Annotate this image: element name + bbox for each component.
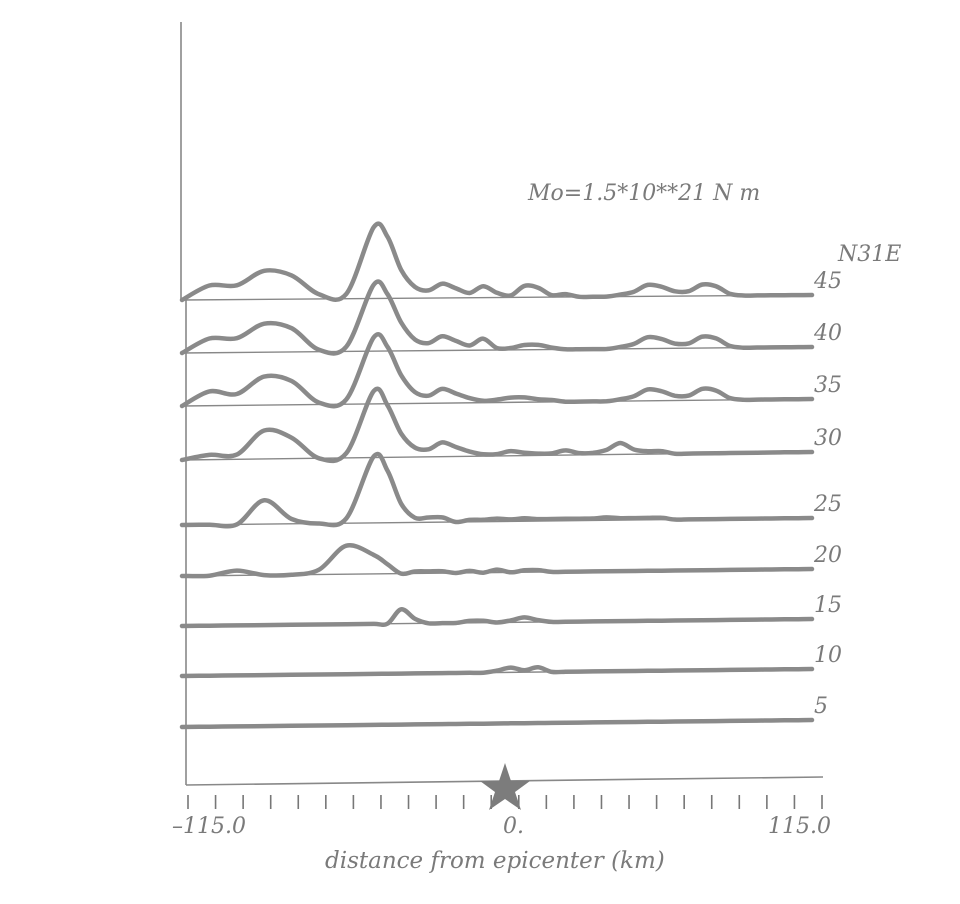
trace-25 — [179, 451, 815, 529]
trace-label-40: 40 — [814, 321, 842, 346]
trace-30 — [179, 386, 815, 464]
trace-45 — [179, 221, 815, 303]
trace-35 — [179, 332, 815, 409]
trace-label-20: 20 — [814, 543, 842, 568]
x-tick-label-zero: 0. — [503, 814, 524, 839]
trace-20 — [179, 543, 815, 579]
trace-label-30: 30 — [814, 426, 842, 451]
trace-baseline — [181, 398, 813, 407]
trace-15 — [179, 607, 815, 629]
epicenter-star-icon — [480, 763, 530, 810]
trace-label-45: 45 — [814, 269, 842, 294]
traces — [179, 221, 815, 730]
trace-10 — [179, 665, 815, 679]
x-tick-label-min: –115.0 — [172, 814, 246, 839]
seismic-moment-label: Mo=1.5*10**21 N m — [528, 181, 761, 206]
trace-baseline — [181, 294, 813, 301]
trace-label-10: 10 — [814, 643, 842, 668]
x-axis-ticks — [187, 795, 823, 809]
trace-40 — [179, 279, 815, 356]
trace-label-15: 15 — [814, 593, 842, 618]
trace-label-25: 25 — [814, 492, 842, 517]
trace-label-35: 35 — [814, 373, 842, 398]
trace-label-5: 5 — [814, 694, 828, 719]
x-tick-label-max: 115.0 — [768, 814, 831, 839]
trace-baselines — [181, 294, 813, 728]
azimuth-label: N31E — [838, 242, 902, 267]
x-axis-title: distance from epicenter (km) — [325, 848, 665, 874]
trace-5 — [179, 717, 815, 730]
